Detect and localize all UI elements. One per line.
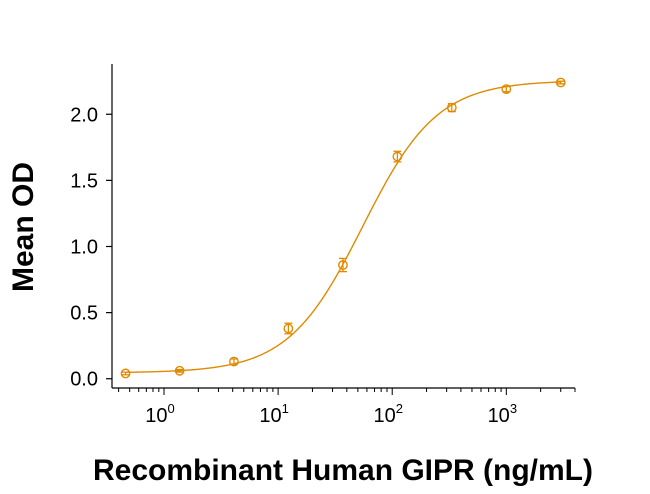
- y-tick-label: 0.5: [70, 303, 98, 325]
- x-tick-label: 100: [145, 401, 174, 427]
- point-marker: [446, 102, 457, 113]
- data-point: [446, 102, 457, 113]
- x-axis-title: Recombinant Human GIPR (ng/mL): [93, 454, 593, 487]
- point-marker: [338, 260, 348, 270]
- point-marker: [229, 356, 239, 367]
- data-point: [174, 365, 185, 376]
- x-tick-exponent: 0: [168, 401, 175, 416]
- data-point: [229, 356, 239, 367]
- x-tick-base: 10: [259, 405, 281, 427]
- y-axis-title: Mean OD: [7, 162, 40, 292]
- point-marker: [120, 368, 131, 379]
- data-point: [501, 84, 512, 95]
- x-axis-ticks: 100 101 102 103: [118, 388, 576, 427]
- data-point: [120, 368, 131, 379]
- y-tick-label: 0.0: [70, 369, 98, 391]
- x-tick-exponent: 1: [282, 401, 289, 416]
- fit-curve: [125, 81, 561, 373]
- data-point: [555, 77, 566, 88]
- point-marker: [392, 151, 403, 162]
- y-axis-ticks: 0.0 0.5 1.0 1.5 2.0: [70, 104, 112, 391]
- y-tick-label: 1.0: [70, 236, 98, 258]
- data-points: [120, 77, 566, 379]
- data-point: [283, 322, 294, 335]
- x-tick-base: 10: [145, 405, 167, 427]
- axes: [111, 64, 575, 389]
- x-tick-label: 102: [373, 401, 402, 427]
- x-tick-base: 10: [373, 405, 395, 427]
- x-tick-exponent: 2: [396, 401, 403, 416]
- data-point: [392, 150, 403, 163]
- point-marker: [283, 323, 294, 334]
- point-marker: [174, 365, 185, 376]
- y-tick-label: 1.5: [70, 170, 98, 192]
- x-tick-base: 10: [488, 405, 510, 427]
- x-tick-label: 101: [259, 401, 288, 427]
- data-point: [338, 257, 348, 273]
- x-tick-label: 103: [488, 401, 517, 427]
- point-marker: [501, 84, 512, 95]
- point-marker: [555, 77, 566, 88]
- y-tick-label: 2.0: [70, 104, 98, 126]
- x-tick-exponent: 3: [510, 401, 517, 416]
